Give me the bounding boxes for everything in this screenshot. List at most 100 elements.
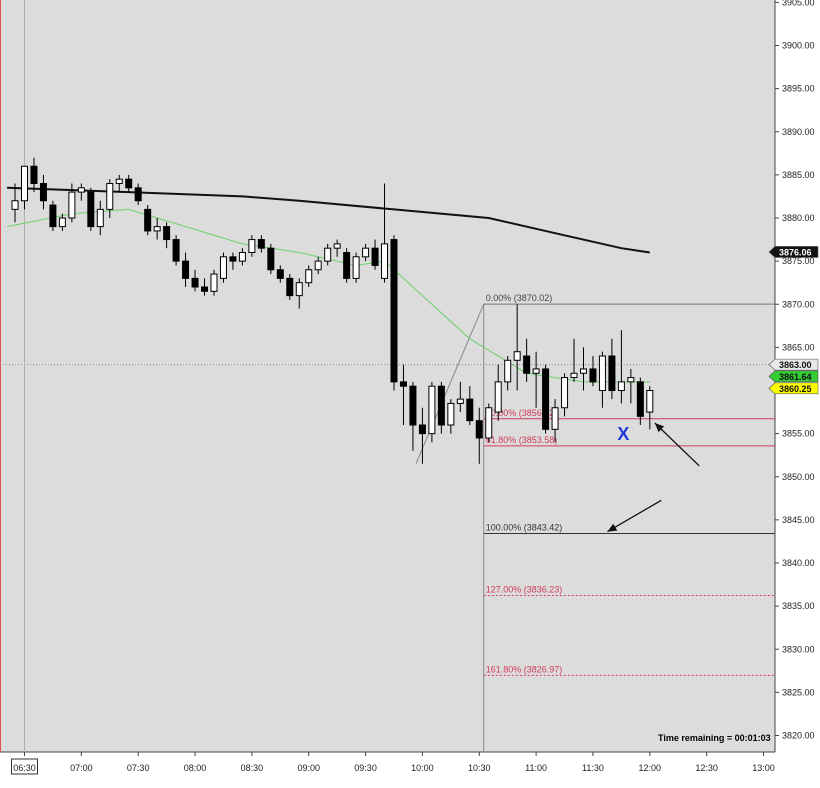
y-tick-label: 3905.00 — [782, 0, 815, 7]
y-tick-label: 3900.00 — [782, 41, 815, 51]
annotations: X — [607, 422, 700, 533]
candle-body — [437, 385, 445, 426]
candle — [475, 407, 483, 464]
candle-body — [494, 381, 502, 413]
candle-body — [163, 226, 171, 241]
candle — [589, 356, 597, 387]
candle — [542, 364, 550, 434]
candle — [106, 179, 114, 218]
candle-body — [39, 183, 47, 202]
candle — [485, 403, 493, 443]
y-tick-label: 3890.00 — [782, 127, 815, 137]
candle — [399, 364, 407, 425]
candle-body — [362, 247, 370, 258]
candle — [362, 243, 370, 262]
x-tick-label: 08:30 — [241, 763, 264, 773]
candle-body — [646, 390, 654, 413]
price-badge-label: 3860.25 — [779, 384, 812, 394]
upper-arrow-shaft — [654, 422, 700, 467]
candle-body — [314, 260, 322, 271]
candle — [11, 183, 19, 223]
candle-body — [532, 368, 540, 374]
candle — [561, 373, 569, 417]
candle-body — [96, 208, 104, 228]
candle — [456, 381, 464, 413]
price-badges: 3876.06 3863.00 3861.64 3860.25 — [768, 246, 819, 395]
candle-body — [87, 191, 95, 228]
candle — [295, 278, 303, 309]
lower-arrow-shaft — [607, 499, 662, 533]
price-badge-shape — [768, 382, 819, 395]
x-tick-label: 12:30 — [695, 763, 718, 773]
price-badge-label: 3861.64 — [779, 372, 812, 382]
candle — [390, 235, 398, 391]
candle — [229, 252, 237, 270]
candle-body — [523, 355, 531, 374]
candle-body — [418, 424, 426, 435]
candle-body — [219, 256, 227, 279]
candle-body — [11, 200, 19, 210]
candle — [428, 381, 436, 443]
ema-slow-line — [6, 186, 650, 254]
candle-body — [21, 165, 28, 202]
candle-body — [248, 239, 256, 253]
candle-body — [636, 381, 644, 417]
candle-body — [598, 355, 606, 391]
candle — [570, 338, 578, 382]
candles — [11, 157, 654, 464]
candle — [238, 248, 246, 266]
candle — [532, 351, 540, 408]
candle — [39, 174, 47, 210]
x-marker: X — [617, 424, 629, 444]
y-tick-label: 3880.00 — [782, 213, 815, 223]
candle — [77, 183, 85, 201]
price-badge: 3876.06 — [768, 246, 819, 258]
time-axis[interactable]: 06:30 07:00 07:30 08:00 08:30 09:00 09:30 10:00… — [11, 752, 775, 775]
candle-body — [399, 381, 407, 387]
candle-body — [466, 398, 474, 422]
candle — [523, 338, 531, 382]
crosshair — [0, 0, 775, 752]
x-tick-label: 11:30 — [582, 763, 604, 773]
upper-arrow-head — [654, 423, 665, 433]
candle — [371, 239, 379, 270]
candle — [49, 200, 57, 231]
candle — [96, 200, 104, 236]
candle — [115, 174, 123, 193]
candle-body — [49, 204, 57, 228]
candle — [617, 330, 625, 404]
candle — [513, 304, 521, 391]
price-badge-shape — [768, 370, 819, 383]
fib-level-label: 161.80% (3826.97) — [486, 664, 563, 674]
candle-body — [617, 381, 625, 391]
candle-body — [561, 377, 569, 409]
candle — [352, 252, 360, 283]
x-tick-label: 12:00 — [639, 763, 662, 773]
y-tick-label: 3840.00 — [782, 558, 815, 568]
candle — [381, 183, 389, 283]
candle-body — [144, 208, 152, 232]
candle — [144, 205, 152, 236]
candle-body — [475, 420, 483, 439]
candle-body — [276, 269, 284, 279]
candle-body — [125, 178, 133, 189]
fibonacci-tool[interactable]: 0.00% (3870.02) 50.00% (3856.72) 61.80% (3… — [415, 293, 775, 752]
candle-body — [229, 256, 237, 262]
candle-body — [542, 368, 550, 430]
candle — [627, 368, 635, 404]
candle-body — [77, 187, 85, 193]
x-tick-label: 07:30 — [127, 763, 150, 773]
candle-body — [257, 239, 265, 249]
candle-body — [324, 247, 332, 262]
price-axis[interactable]: 3820.00 3825.00 3830.00 3835.00 3840.00 3845.… — [775, 0, 815, 741]
y-tick-label: 3820.00 — [782, 731, 815, 741]
candle — [598, 351, 606, 408]
x-tick-label: 13:00 — [752, 763, 775, 773]
candle — [324, 243, 332, 266]
y-tick-label: 3895.00 — [782, 84, 815, 94]
candle-body — [627, 377, 635, 383]
candle — [608, 338, 616, 400]
candle — [333, 239, 341, 257]
